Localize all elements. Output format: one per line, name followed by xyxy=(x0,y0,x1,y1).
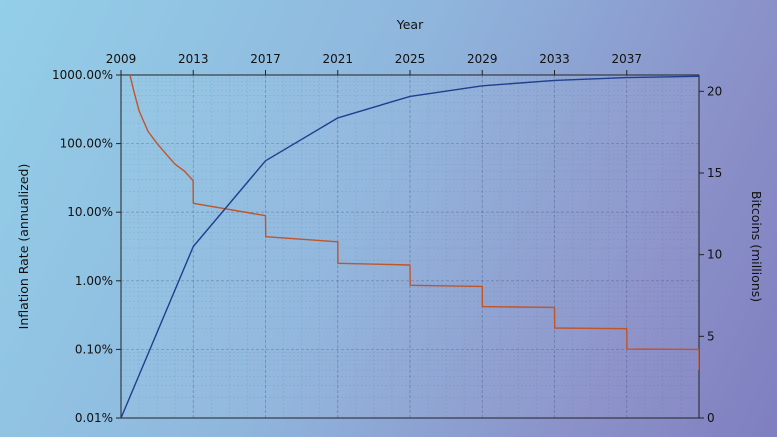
y-left-tick-label: 100.00% xyxy=(60,137,113,151)
x-axis-title: Year xyxy=(396,17,424,32)
x-tick-label: 2009 xyxy=(106,52,137,66)
y-right-tick-label: 5 xyxy=(707,329,715,343)
y-right-tick-label: 15 xyxy=(707,166,722,180)
y-right-tick-label: 0 xyxy=(707,411,715,425)
inflation-rate-line xyxy=(129,74,699,371)
y-right-tick-label: 10 xyxy=(707,248,722,262)
x-tick-label: 2017 xyxy=(250,52,281,66)
x-tick-label: 2033 xyxy=(539,52,570,66)
plot-area xyxy=(121,75,699,418)
x-tick-label: 2025 xyxy=(395,52,426,66)
y-left-tick-label: 0.01% xyxy=(75,411,113,425)
y-left-tick-label: 1000.00% xyxy=(52,68,113,82)
y-left-tick-label: 1.00% xyxy=(75,274,113,288)
y-right-tick-label: 20 xyxy=(707,84,722,98)
y-left-axis-title: Inflation Rate (annualized) xyxy=(16,164,31,330)
x-tick-label: 2037 xyxy=(611,52,642,66)
x-tick-label: 2013 xyxy=(178,52,209,66)
y-left-tick-label: 0.10% xyxy=(75,342,113,356)
bitcoin-supply-line xyxy=(121,75,699,419)
y-left-tick-label: 10.00% xyxy=(67,205,113,219)
x-tick-label: 2029 xyxy=(467,52,498,66)
x-tick-label: 2021 xyxy=(322,52,353,66)
y-right-axis-title: Bitcoins (millions) xyxy=(749,191,764,302)
